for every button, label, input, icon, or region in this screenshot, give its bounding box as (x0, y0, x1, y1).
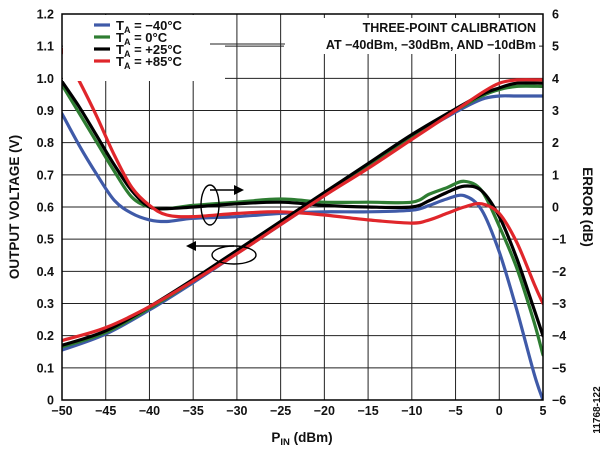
error-curve (62, 112, 543, 400)
x-tick-label: −35 (183, 404, 204, 418)
y-tick-label: 0.4 (37, 265, 54, 279)
legend-label: TA = −40°C (116, 18, 183, 35)
y2-tick-label: −2 (552, 265, 566, 279)
voltage-curve (62, 78, 543, 343)
x-tick-label: −10 (401, 404, 422, 418)
legend-label: TA = +25°C (116, 42, 183, 59)
y-axis-label: OUTPUT VOLTAGE (V) (7, 135, 22, 279)
error-curve (62, 47, 543, 306)
y2-tick-label: −3 (552, 297, 566, 311)
y2-tick-label: −6 (552, 394, 566, 408)
y-tick-label: 0 (47, 394, 54, 408)
annotation-line-2: AT −40dBm, −30dBm, AND −10dBm (326, 38, 536, 52)
x-tick-label: −40 (139, 404, 160, 418)
y-tick-label: 1.1 (37, 40, 54, 54)
y-tick-label: 0.9 (37, 104, 54, 118)
error-curve (62, 83, 543, 357)
y-tick-label: 0.3 (37, 297, 54, 311)
axis-labels: PIN (dBm) OUTPUT VOLTAGE (V) ERROR (dB) 117… (7, 135, 603, 448)
plot-frame (61, 13, 544, 401)
x-tick-label: −25 (270, 404, 291, 418)
y2-tick-label: 5 (552, 40, 559, 54)
y2-tick-label: 6 (552, 8, 559, 22)
y-tick-label: 0.7 (37, 168, 54, 182)
x-tick-label: −20 (314, 404, 335, 418)
x-tick-label: −5 (448, 404, 462, 418)
axes (61, 13, 544, 401)
legend-label: TA = +85°C (116, 54, 183, 71)
arrowhead-left (186, 241, 196, 251)
y2-tick-label: −5 (552, 361, 566, 375)
arrowhead-right (234, 185, 244, 195)
y2-tick-label: 3 (552, 104, 559, 118)
y2-tick-label: 2 (552, 136, 559, 150)
error-curves-ellipse (200, 184, 220, 226)
y2-tick-label: −4 (552, 329, 566, 343)
series-layer (62, 47, 543, 400)
x-tick-label: −30 (226, 404, 247, 418)
y2-tick-label: 4 (552, 72, 559, 86)
y-tick-label: 0.2 (37, 329, 54, 343)
legend-background (63, 15, 225, 81)
y-tick-label: 0.5 (37, 233, 54, 247)
y2-axis-label: ERROR (dB) (580, 167, 595, 247)
y2-tick-label: −1 (552, 233, 566, 247)
x-tick-label: 5 (540, 404, 547, 418)
annotation-background (284, 18, 539, 54)
voltage-curve (62, 94, 543, 352)
y-tick-label: 0.8 (37, 136, 54, 150)
x-tick-label: −45 (95, 404, 116, 418)
y2-tick-label: 0 (552, 201, 559, 215)
x-axis-label: PIN (dBm) (271, 430, 332, 448)
legend: TA = −40°CTA = 0°CTA = +25°CTA = +85°C (63, 15, 285, 81)
figure-id: 11768-122 (592, 386, 603, 434)
tick-labels: −50 −45 −40 −35 −30 −25 −20 −15 −10 −5 0 500.10.20.… (37, 8, 567, 419)
y-tick-label: 0.6 (37, 201, 54, 215)
voltage-curve (62, 84, 543, 349)
y-tick-label: 0.1 (37, 361, 54, 375)
x-tick-label: −15 (357, 404, 378, 418)
x-tick-label: −50 (51, 404, 72, 418)
y-tick-label: 1.0 (37, 72, 54, 86)
y2-tick-label: 1 (552, 168, 559, 182)
y-tick-label: 1.2 (37, 8, 54, 22)
calibration-annotation: THREE-POINT CALIBRATION AT −40dBm, −30dBm… (186, 18, 539, 265)
annotation-line-1: THREE-POINT CALIBRATION (363, 21, 536, 35)
x-tick-label: 0 (496, 404, 503, 418)
